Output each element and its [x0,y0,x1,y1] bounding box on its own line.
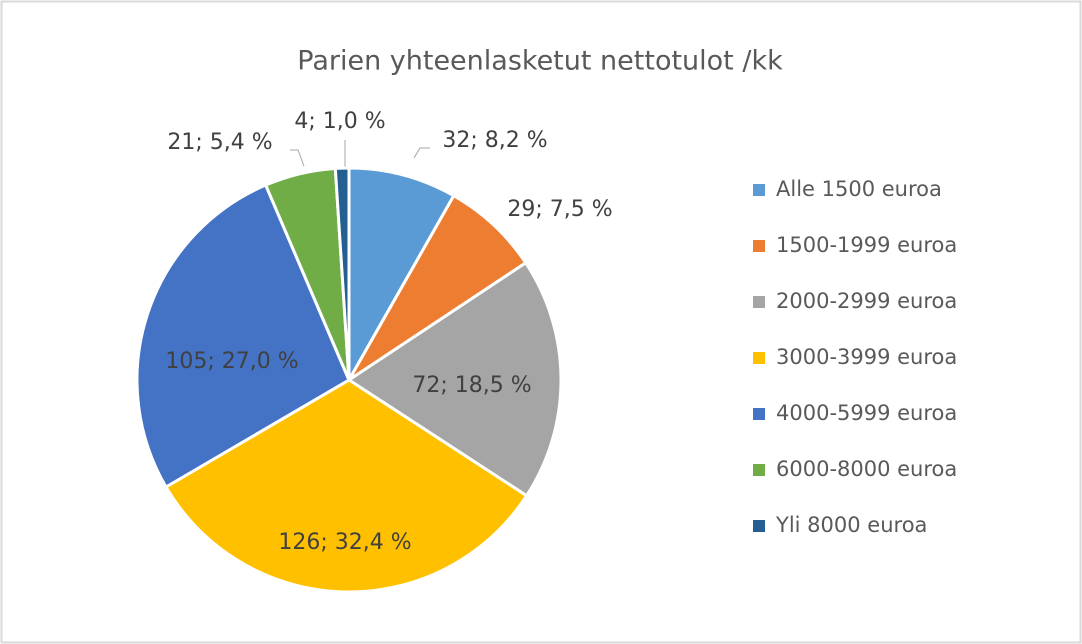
legend-swatch [753,520,765,532]
legend-label: Yli 8000 euroa [775,513,927,537]
data-label: 4; 1,0 % [294,109,385,134]
data-label: 29; 7,5 % [507,197,612,222]
data-label: 72; 18,5 % [412,373,531,398]
pie-slice [347,166,456,386]
legend-label: 6000-8000 euroa [776,457,957,481]
legend-swatch [753,464,765,476]
legend-swatch [753,184,765,196]
legend-label: Alle 1500 euroa [776,177,942,201]
pie-slice [135,183,351,490]
data-label: 21; 5,4 % [167,130,272,155]
pie-slice [163,378,529,594]
leader-line [413,147,430,159]
leader-line [290,149,305,167]
legend-label: 1500-1999 euroa [776,233,957,257]
chart-title: Parien yhteenlasketut nettotulot /kk [297,46,783,77]
pie-slice [346,260,563,498]
data-label: 32; 8,2 % [442,128,547,153]
legend-swatch [753,240,765,252]
data-label: 126; 32,4 % [278,530,411,555]
legend-swatch [753,296,765,308]
data-label: 105; 27,0 % [165,349,298,374]
pie-slice [333,166,351,381]
pie-slice [347,193,528,382]
legend-swatch [753,408,765,420]
legend-swatch [753,352,765,364]
legend-label: 4000-5999 euroa [776,401,957,425]
legend-label: 3000-3999 euroa [776,345,957,369]
legend-label: 2000-2999 euroa [776,289,957,313]
